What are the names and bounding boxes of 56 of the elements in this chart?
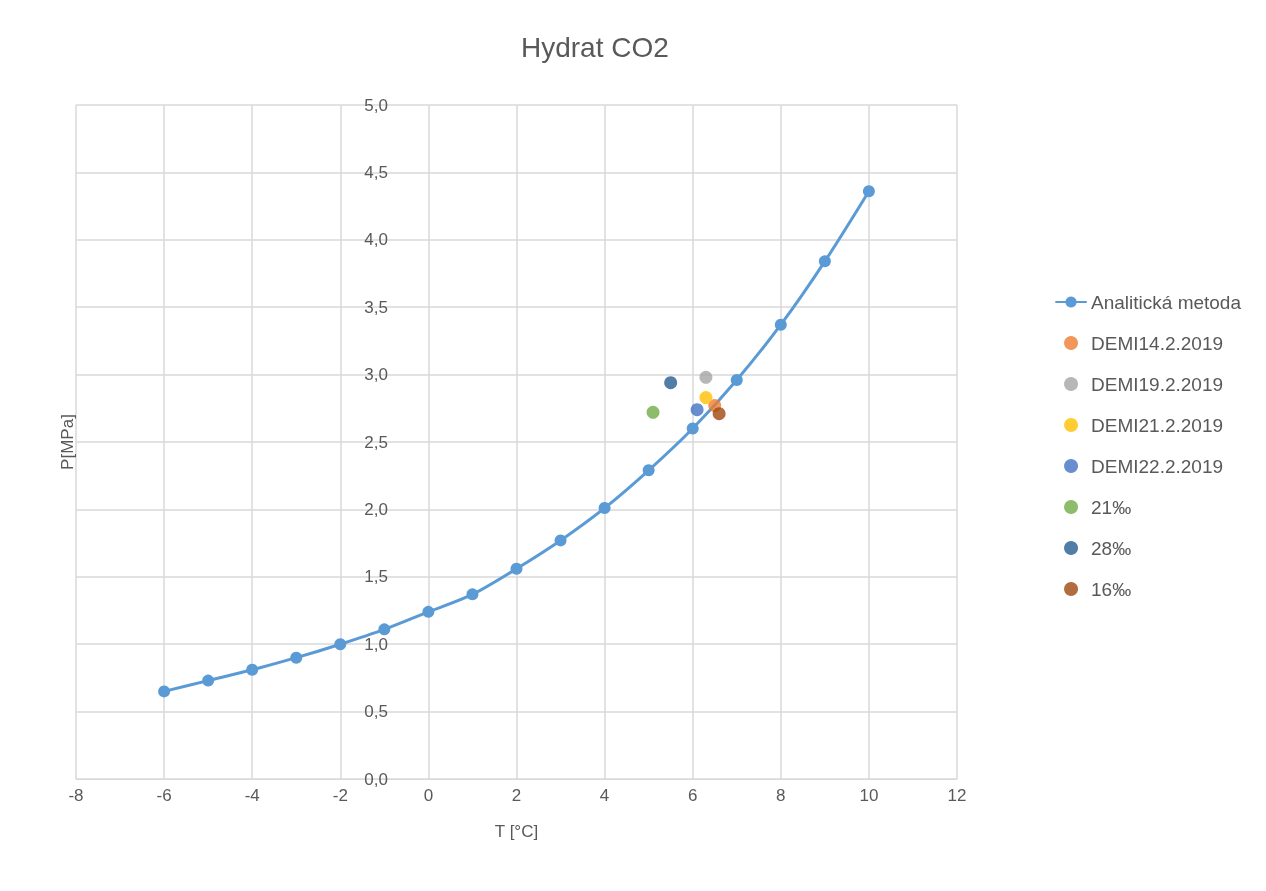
- x-tick-label: 12: [947, 786, 967, 805]
- point: [510, 562, 523, 575]
- x-tick-label: 0: [423, 786, 434, 805]
- y-tick-label: 0,0: [364, 769, 388, 789]
- point: [730, 373, 743, 386]
- point: [378, 623, 391, 636]
- point: [598, 502, 611, 515]
- x-tick-label: 4: [599, 786, 610, 805]
- y-tick-label: 3,5: [364, 297, 388, 317]
- y-tick-label: 4,5: [364, 162, 388, 182]
- legend-label: Analitická metoda: [1091, 291, 1242, 313]
- legend-label: DEMI19.2.2019: [1091, 373, 1224, 395]
- chart-title: Hydrat CO2: [521, 31, 669, 63]
- y-tick-label: 0,5: [364, 702, 388, 722]
- point: [862, 185, 875, 198]
- legend-label: 16‰: [1091, 578, 1132, 600]
- point: [646, 405, 660, 419]
- point: [686, 422, 699, 435]
- point: [699, 391, 713, 405]
- point: [699, 370, 713, 384]
- y-tick-label: 2,0: [364, 499, 388, 519]
- point: [334, 638, 347, 651]
- point: [202, 674, 215, 687]
- y-tick-label: 3,0: [364, 365, 388, 385]
- point: [712, 407, 726, 421]
- x-tick-label: 10: [859, 786, 879, 805]
- point: [290, 651, 303, 664]
- x-tick-label: -6: [156, 786, 172, 805]
- point: [422, 605, 435, 618]
- point: [246, 663, 259, 676]
- legend-label: 21‰: [1091, 496, 1132, 518]
- x-tick-label: -4: [244, 786, 260, 805]
- point: [554, 534, 567, 547]
- y-axis-title: P[MPa]: [58, 414, 77, 470]
- legend-label: DEMI22.2.2019: [1091, 455, 1224, 477]
- legend-label: 28‰: [1091, 537, 1132, 559]
- point: [774, 318, 787, 331]
- point: [466, 588, 479, 601]
- x-tick-label: -8: [68, 786, 84, 805]
- point: [158, 685, 171, 698]
- y-tick-label: 4,0: [364, 230, 388, 250]
- y-tick-label: 5,0: [364, 95, 388, 115]
- point: [664, 376, 678, 390]
- x-tick-label: 6: [687, 786, 698, 805]
- x-tick-label: -2: [332, 786, 348, 805]
- point: [642, 464, 655, 477]
- legend-label: DEMI21.2.2019: [1091, 414, 1224, 436]
- y-tick-label: 1,0: [364, 634, 388, 654]
- point: [690, 403, 704, 417]
- point: [818, 255, 831, 268]
- x-tick-label: 2: [511, 786, 522, 805]
- y-tick-label: 1,5: [364, 567, 388, 587]
- legend-label: DEMI14.2.2019: [1091, 332, 1224, 354]
- y-tick-label: 2,5: [364, 432, 388, 452]
- x-axis-title: T [°C]: [494, 822, 539, 841]
- x-tick-label: 8: [776, 786, 786, 805]
